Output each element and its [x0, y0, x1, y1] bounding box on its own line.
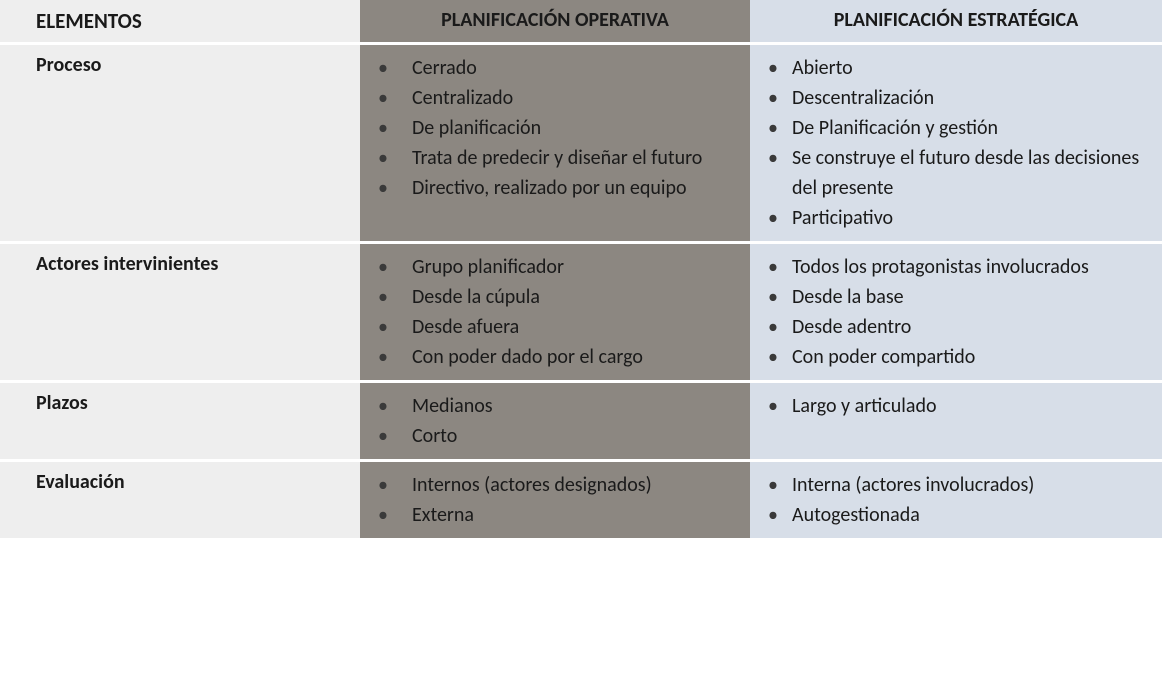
list-item: Trata de predecir y diseñar el futuro — [372, 143, 738, 173]
list-proceso-operativa: Cerrado Centralizado De planificación Tr… — [372, 53, 738, 203]
list-item: Directivo, realizado por un equipo — [372, 173, 738, 203]
table-header-row: ELEMENTOS PLANIFICACIÓN OPERATIVA PLANIF… — [0, 0, 1162, 44]
cell-evaluacion-estrategica: Interna (actores involucrados) Autogesti… — [750, 461, 1162, 540]
header-estrategica: PLANIFICACIÓN ESTRATÉGICA — [750, 0, 1162, 44]
table-row: Proceso Cerrado Centralizado De planific… — [0, 44, 1162, 243]
list-item: Grupo planificador — [372, 252, 738, 282]
header-elementos: ELEMENTOS — [0, 0, 360, 44]
row-label-actores: Actores intervinientes — [0, 243, 360, 382]
list-item: Largo y articulado — [762, 391, 1150, 421]
list-item: De planificación — [372, 113, 738, 143]
list-item: De Planificación y gestión — [762, 113, 1150, 143]
list-actores-estrategica: Todos los protagonistas involucrados Des… — [762, 252, 1150, 372]
list-item: Con poder compartido — [762, 342, 1150, 372]
list-item: Desde la cúpula — [372, 282, 738, 312]
list-item: Desde adentro — [762, 312, 1150, 342]
cell-proceso-operativa: Cerrado Centralizado De planificación Tr… — [360, 44, 750, 243]
list-item: Externa — [372, 500, 738, 530]
list-item: Se construye el futuro desde las decisio… — [762, 143, 1150, 203]
list-item: Desde afuera — [372, 312, 738, 342]
cell-actores-operativa: Grupo planificador Desde la cúpula Desde… — [360, 243, 750, 382]
list-item: Desde la base — [762, 282, 1150, 312]
table-row: Evaluación Internos (actores designados)… — [0, 461, 1162, 540]
list-item: Cerrado — [372, 53, 738, 83]
list-item: Descentralización — [762, 83, 1150, 113]
list-evaluacion-operativa: Internos (actores designados) Externa — [372, 470, 738, 530]
list-item: Participativo — [762, 203, 1150, 233]
list-item: Corto — [372, 421, 738, 451]
row-label-evaluacion: Evaluación — [0, 461, 360, 540]
list-plazos-estrategica: Largo y articulado — [762, 391, 1150, 421]
cell-plazos-estrategica: Largo y articulado — [750, 382, 1162, 461]
comparison-table: ELEMENTOS PLANIFICACIÓN OPERATIVA PLANIF… — [0, 0, 1162, 541]
list-item: Con poder dado por el cargo — [372, 342, 738, 372]
list-actores-operativa: Grupo planificador Desde la cúpula Desde… — [372, 252, 738, 372]
list-proceso-estrategica: Abierto Descentralización De Planificaci… — [762, 53, 1150, 233]
header-operativa: PLANIFICACIÓN OPERATIVA — [360, 0, 750, 44]
list-item: Abierto — [762, 53, 1150, 83]
list-item: Internos (actores designados) — [372, 470, 738, 500]
table-row: Actores intervinientes Grupo planificado… — [0, 243, 1162, 382]
list-item: Todos los protagonistas involucrados — [762, 252, 1150, 282]
list-item: Autogestionada — [762, 500, 1150, 530]
row-label-plazos: Plazos — [0, 382, 360, 461]
table-row: Plazos Medianos Corto Largo y articulado — [0, 382, 1162, 461]
row-label-proceso: Proceso — [0, 44, 360, 243]
cell-actores-estrategica: Todos los protagonistas involucrados Des… — [750, 243, 1162, 382]
cell-evaluacion-operativa: Internos (actores designados) Externa — [360, 461, 750, 540]
list-item: Centralizado — [372, 83, 738, 113]
list-item: Interna (actores involucrados) — [762, 470, 1150, 500]
list-evaluacion-estrategica: Interna (actores involucrados) Autogesti… — [762, 470, 1150, 530]
cell-proceso-estrategica: Abierto Descentralización De Planificaci… — [750, 44, 1162, 243]
list-plazos-operativa: Medianos Corto — [372, 391, 738, 451]
list-item: Medianos — [372, 391, 738, 421]
cell-plazos-operativa: Medianos Corto — [360, 382, 750, 461]
